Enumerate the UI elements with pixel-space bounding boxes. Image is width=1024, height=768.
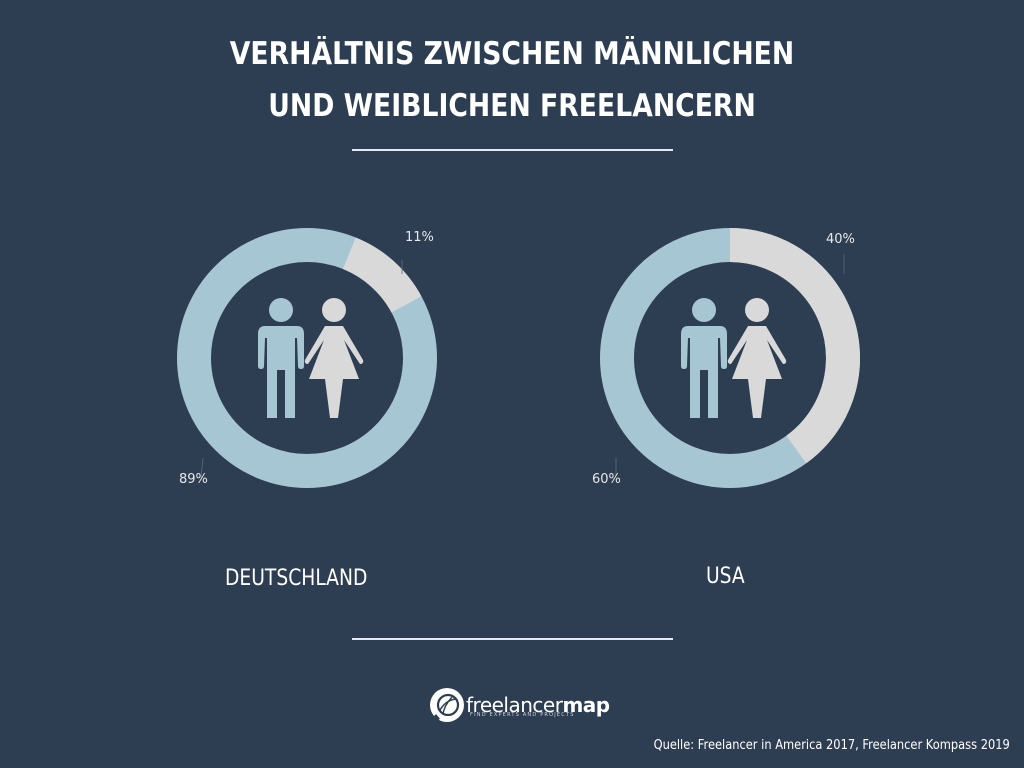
logo-wordmark: freelancermap (466, 693, 610, 717)
male-segment (177, 228, 437, 488)
donut-chart-germany: 11% 89% (157, 214, 457, 504)
title-line-2: UND WEIBLICHEN FREELANCERN (268, 88, 756, 124)
female-percent-label: 11% (405, 230, 434, 245)
country-label-usa: USA (706, 564, 745, 589)
donut-chart-usa: 40% 60% (580, 214, 880, 504)
male-percent-label: 60% (592, 472, 621, 487)
male-female-icon (258, 298, 364, 418)
freelancermap-logo-icon (430, 688, 464, 724)
top-divider (352, 149, 673, 151)
logo-text-bold: map (562, 693, 610, 717)
donut-germany-svg (177, 228, 437, 488)
male-percent-label: 89% (179, 472, 208, 487)
donut-usa-svg (600, 228, 860, 488)
female-percent-label: 40% (826, 232, 855, 247)
country-label-germany: DEUTSCHLAND (225, 566, 368, 591)
logo-tagline: FIND EXPERTS AND PROJECTS (470, 712, 575, 718)
page-title: VERHÄLTNIS ZWISCHEN MÄNNLICHEN UND WEIBL… (72, 28, 953, 132)
female-segment (600, 228, 860, 488)
bottom-divider (352, 638, 673, 640)
logo-text-light: freelancer (466, 693, 563, 717)
male-female-icon (681, 298, 787, 418)
source-note: Quelle: Freelancer in America 2017, Free… (653, 738, 1010, 753)
freelancermap-logo: freelancermap FIND EXPERTS AND PROJECTS (428, 686, 610, 724)
leader-line (200, 457, 204, 479)
title-line-1: VERHÄLTNIS ZWISCHEN MÄNNLICHEN (229, 36, 795, 72)
